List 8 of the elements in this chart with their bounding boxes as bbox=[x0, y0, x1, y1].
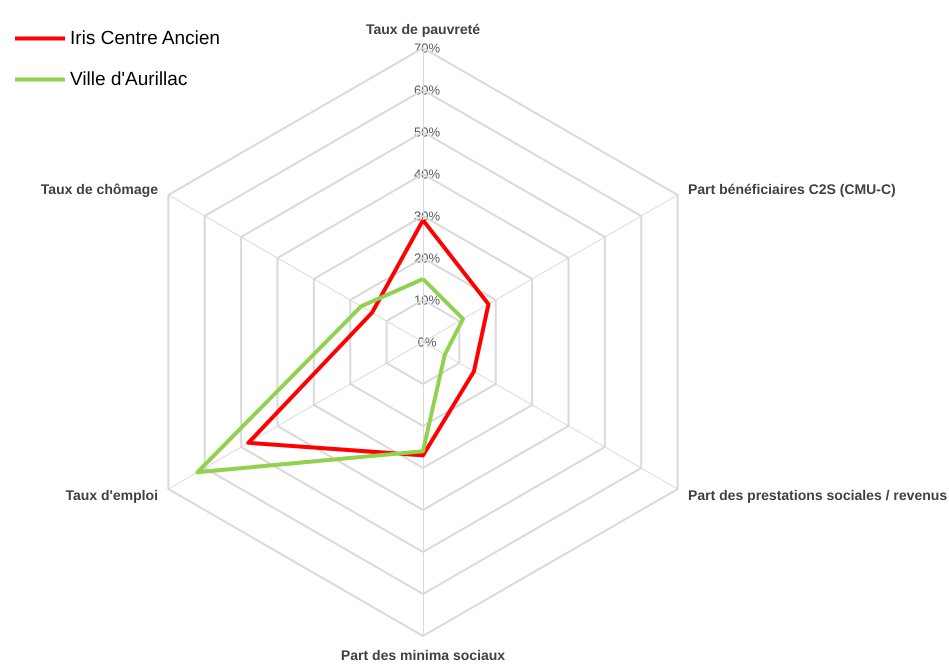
spoke-label: Part des minima sociaux bbox=[340, 647, 506, 663]
legend-label: Iris Centre Ancien bbox=[70, 28, 220, 49]
spoke-label: Taux de pauvreté bbox=[366, 21, 480, 37]
spoke-label: Part bénéficiaires C2S (CMU-C) bbox=[688, 181, 896, 197]
spoke-label: Taux de chômage bbox=[40, 181, 158, 197]
legend-label: Ville d'Aurillac bbox=[70, 69, 188, 90]
spoke-label: Taux d'emploi bbox=[65, 487, 158, 503]
spoke-label: Part des prestations sociales / revenus bbox=[688, 487, 948, 503]
